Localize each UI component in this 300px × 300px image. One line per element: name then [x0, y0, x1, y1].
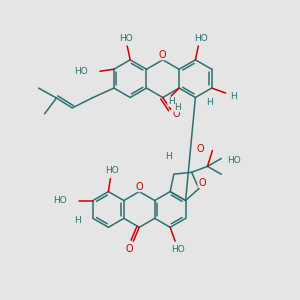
Text: HO: HO — [74, 67, 88, 76]
Text: O: O — [173, 109, 181, 119]
Text: HO: HO — [119, 34, 133, 43]
Text: HO: HO — [53, 196, 67, 205]
Text: H: H — [174, 103, 181, 112]
Text: H: H — [206, 98, 213, 107]
Text: H: H — [74, 216, 80, 225]
Text: H: H — [230, 92, 237, 100]
Text: O: O — [126, 244, 133, 254]
Text: HO: HO — [194, 34, 208, 43]
Text: O: O — [159, 50, 166, 60]
Text: O: O — [198, 178, 206, 188]
Text: HO: HO — [171, 244, 185, 253]
Text: H: H — [168, 98, 175, 106]
Text: HO: HO — [106, 166, 119, 175]
Text: HO: HO — [227, 156, 241, 165]
Text: H: H — [165, 152, 172, 161]
Text: O: O — [136, 182, 143, 192]
Text: O: O — [196, 144, 204, 154]
